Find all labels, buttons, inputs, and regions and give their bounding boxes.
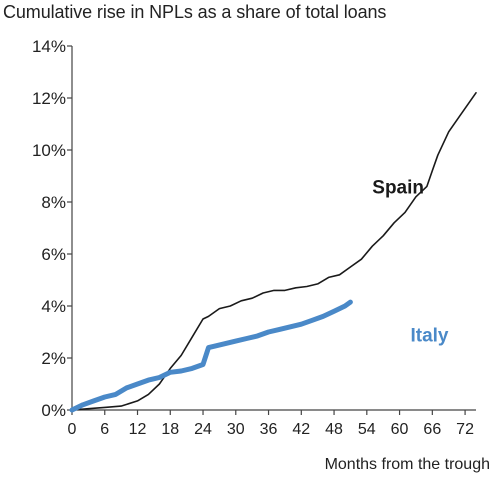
x-tick-label: 18 bbox=[161, 421, 179, 438]
y-tick-label: 12% bbox=[32, 89, 66, 108]
x-axis-ticks: 0 6 12 18 24 30 36 42 48 54 60 66 72 bbox=[68, 410, 474, 438]
x-axis-title: Months from the trough bbox=[325, 456, 490, 473]
y-tick-label: 10% bbox=[32, 141, 66, 160]
x-tick-label: 30 bbox=[227, 421, 245, 438]
y-tick-label: 0% bbox=[41, 401, 66, 420]
x-tick-label: 66 bbox=[423, 421, 441, 438]
x-tick-label: 48 bbox=[325, 421, 343, 438]
series-label-italy: Italy bbox=[410, 326, 448, 347]
y-tick-label: 4% bbox=[41, 297, 66, 316]
x-tick-label: 54 bbox=[358, 421, 376, 438]
series-lines bbox=[69, 92, 477, 413]
x-tick-label: 0 bbox=[68, 421, 77, 438]
series-line-spain bbox=[71, 92, 477, 411]
y-tick-label: 2% bbox=[41, 349, 66, 368]
x-tick-label: 6 bbox=[100, 421, 109, 438]
x-tick-label: 24 bbox=[194, 421, 212, 438]
series-line-italy bbox=[69, 299, 353, 413]
axes bbox=[71, 46, 476, 411]
series-labels: Spain Italy bbox=[372, 177, 449, 346]
y-tick-label: 6% bbox=[41, 245, 66, 264]
x-tick-label: 72 bbox=[456, 421, 474, 438]
x-tick-label: 60 bbox=[391, 421, 409, 438]
x-tick-label: 42 bbox=[292, 421, 310, 438]
x-tick-label: 12 bbox=[129, 421, 147, 438]
y-tick-label: 8% bbox=[41, 193, 66, 212]
y-tick-label: 14% bbox=[32, 37, 66, 56]
series-label-spain: Spain bbox=[372, 177, 424, 198]
y-axis-ticks: 0% 2% 4% 6% 8% 10% 12% 14% bbox=[32, 37, 72, 420]
chart-title: Cumulative rise in NPLs as a share of to… bbox=[3, 2, 387, 22]
x-tick-label: 36 bbox=[260, 421, 278, 438]
